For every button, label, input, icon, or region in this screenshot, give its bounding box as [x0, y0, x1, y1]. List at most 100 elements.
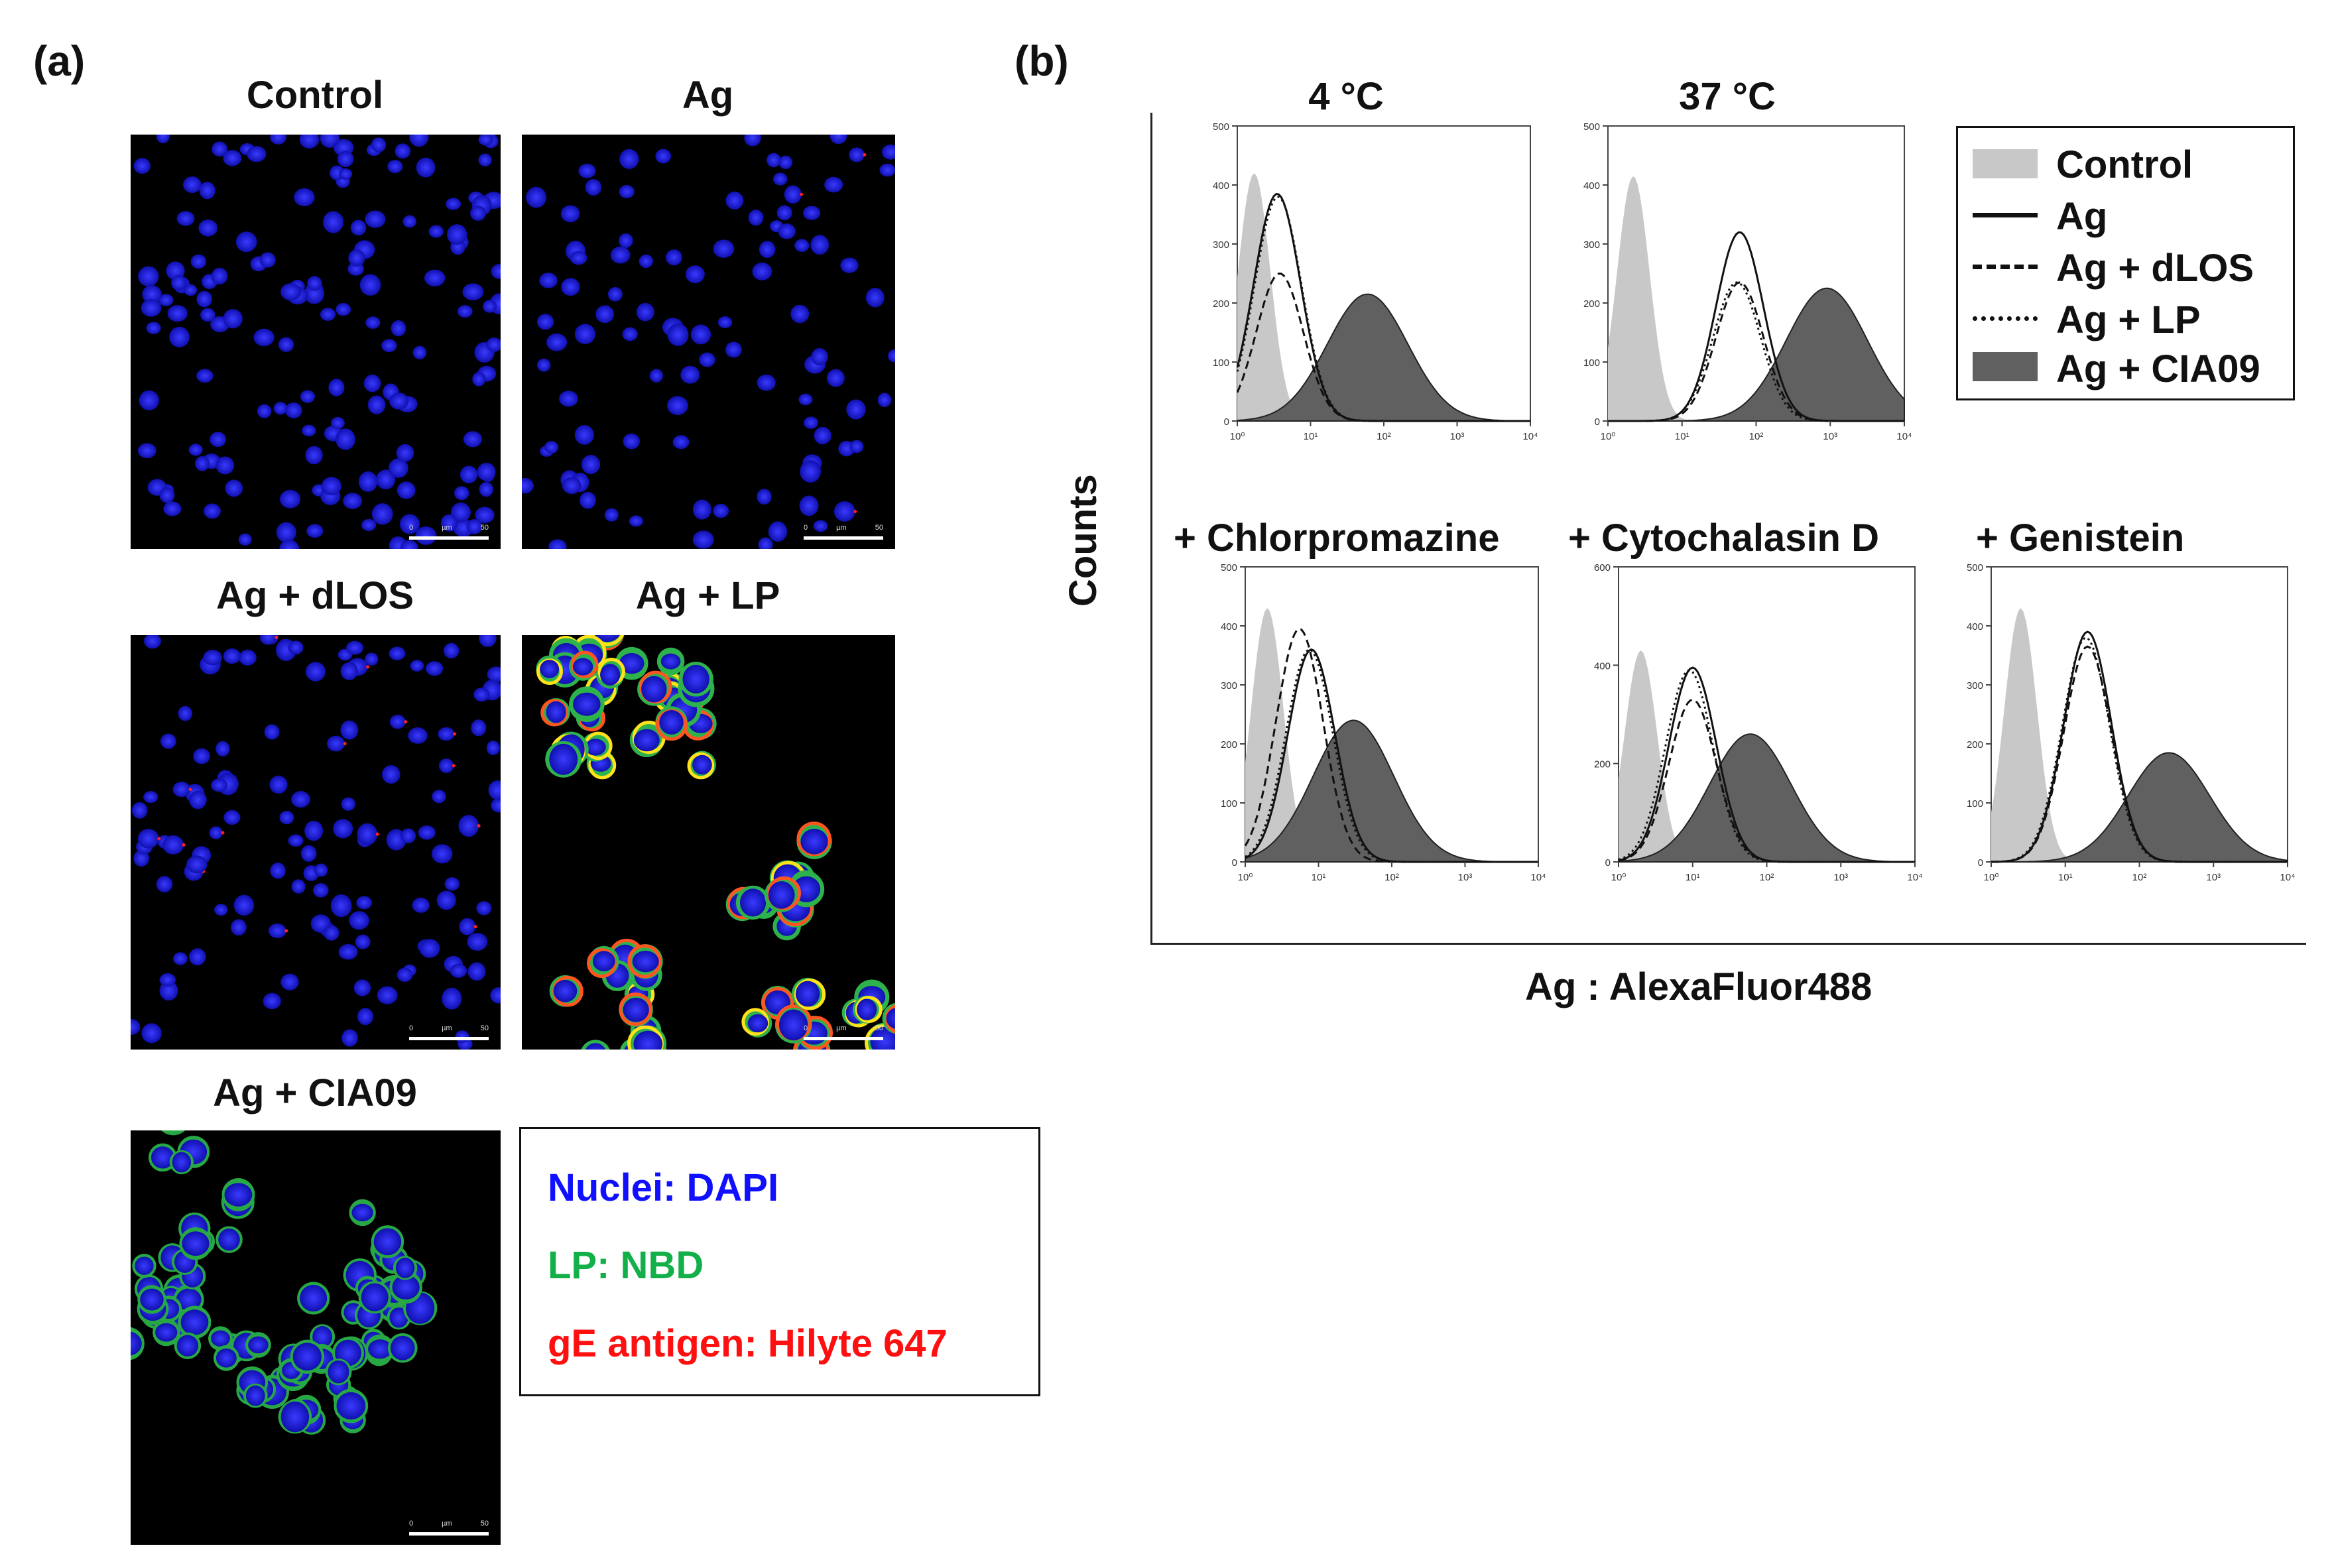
x-tick-label: 10²: [1760, 872, 1774, 883]
micro-title-ag-lp: Ag + LP: [635, 574, 780, 617]
x-tick-label: 10⁴: [2280, 872, 2295, 883]
scale-bar-label: 0: [409, 524, 414, 532]
scale-bar: 0 µm 50: [409, 1024, 489, 1042]
x-tick-label: 10⁰: [1601, 431, 1616, 442]
micro-title-control: Control: [246, 74, 384, 117]
y-tick-label: 400: [1221, 621, 1237, 633]
y-tick-label: 100: [1967, 798, 1983, 810]
y-tick-label: 500: [1213, 121, 1229, 133]
hist-title-chlorpromazine: + Chlorpromazine: [1174, 516, 1500, 560]
y-tick-label: 200: [1221, 739, 1237, 751]
scale-bar-label: µm: [836, 1024, 847, 1032]
scale-bar-label: µm: [442, 1024, 452, 1032]
panel-b-y-label: Counts: [1062, 474, 1105, 607]
stain-legend-dapi: Nuclei: DAPI: [548, 1166, 779, 1209]
x-tick-label: 10⁰: [1984, 872, 1999, 883]
legend-label-ag-lp: Ag + LP: [2056, 298, 2201, 341]
histogram-series-control: [1245, 608, 1538, 862]
x-tick-label: 10²: [1377, 431, 1391, 442]
micrograph-ag: 0 µm 50: [522, 135, 895, 549]
scale-bar: 0 µm 50: [804, 524, 883, 541]
scale-bar-label: µm: [442, 524, 452, 532]
x-tick-label: 10¹: [1675, 431, 1689, 442]
histogram-4c: 0 100 200 300 400 500 10⁰ 10¹ 10² 10³ 10⁴: [1205, 121, 1538, 448]
y-tick-label: 100: [1583, 357, 1600, 369]
y-tick-label: 500: [1221, 562, 1237, 573]
micrograph-ag-dlos: 0 µm 50: [131, 635, 501, 1050]
scale-bar-label: 50: [480, 1520, 489, 1528]
scale-bar-label: 50: [875, 524, 883, 532]
histogram-series-ag-lp: [1991, 636, 2288, 863]
scale-bar: 0 µm 50: [409, 524, 489, 541]
y-tick-label: 0: [1224, 416, 1229, 428]
histogram-series-control: [1991, 608, 2288, 862]
micrograph-ag-lp: 0 µm 50: [522, 635, 895, 1050]
legend-swatch-ag: [1973, 213, 2038, 217]
x-tick-label: 10²: [1384, 872, 1399, 883]
x-tick-label: 10⁰: [1230, 431, 1245, 442]
scale-bar: 0 µm 50: [804, 1024, 883, 1042]
micro-title-ag-cia09: Ag + CIA09: [213, 1071, 417, 1115]
legend-label-control: Control: [2056, 143, 2193, 186]
x-tick-label: 10²: [1749, 431, 1764, 442]
scale-bar-label: 50: [480, 1024, 489, 1032]
histogram-series-control: [1608, 176, 1904, 421]
y-tick-label: 300: [1967, 680, 1983, 692]
y-tick-label: 100: [1213, 357, 1229, 369]
y-tick-label: 300: [1583, 239, 1600, 251]
histogram-series-control: [1619, 650, 1915, 862]
histogram-chlorpromazine: 0 100 200 300 400 500 10⁰ 10¹ 10² 10³ 10⁴: [1213, 562, 1546, 888]
x-tick-label: 10¹: [1312, 872, 1326, 883]
histogram-series-ag-cia09: [1237, 293, 1531, 422]
scale-bar-label: 0: [804, 1024, 808, 1032]
x-tick-label: 10¹: [2058, 872, 2073, 883]
x-tick-label: 10⁴: [1907, 872, 1922, 883]
y-tick-label: 300: [1213, 239, 1229, 251]
x-tick-label: 10³: [1450, 431, 1465, 442]
x-tick-label: 10³: [1458, 872, 1473, 883]
x-tick-label: 10²: [2132, 872, 2147, 883]
legend-label-ag: Ag: [2056, 195, 2108, 238]
x-tick-label: 10³: [2206, 872, 2221, 883]
y-tick-label: 0: [1595, 416, 1600, 428]
scale-bar-label: µm: [442, 1520, 452, 1528]
x-tick-label: 10⁰: [1611, 872, 1627, 883]
hist-title-4c: 4 °C: [1308, 75, 1384, 118]
x-tick-label: 10³: [1823, 431, 1837, 442]
scale-bar-label: 50: [875, 1024, 883, 1032]
histogram-series-ag-dlos: [1618, 698, 1915, 863]
scale-bar-label: 50: [480, 524, 489, 532]
y-tick-label: 500: [1583, 121, 1600, 133]
y-tick-label: 400: [1594, 660, 1611, 672]
y-tick-label: 400: [1213, 180, 1229, 192]
y-tick-label: 600: [1594, 562, 1611, 573]
histogram-genistein: 0 100 200 300 400 500 10⁰ 10¹ 10² 10³ 10⁴: [1959, 562, 2296, 888]
scale-bar-label: µm: [836, 524, 847, 532]
stain-legend-nbd: LP: NBD: [548, 1244, 704, 1287]
y-tick-label: 400: [1583, 180, 1600, 192]
histogram-series-ag-lp: [1608, 281, 1904, 422]
x-tick-label: 10⁰: [1238, 872, 1253, 883]
y-tick-label: 500: [1967, 562, 1983, 573]
histogram-37c: 0 100 200 300 400 500 10⁰ 10¹ 10² 10³ 10⁴: [1576, 121, 1912, 448]
scale-bar-label: 0: [804, 524, 808, 532]
stain-legend-hilyte: gE antigen: Hilyte 647: [548, 1322, 948, 1365]
y-tick-label: 200: [1594, 759, 1611, 770]
histogram-series-ag-lp: [1236, 196, 1530, 422]
y-tick-label: 200: [1213, 298, 1229, 310]
histogram-series-ag-dlos: [1991, 645, 2288, 863]
scale-bar-label: 0: [409, 1024, 414, 1032]
histogram-series-control: [1237, 173, 1530, 421]
legend-swatch-control: [1973, 149, 2038, 178]
micrograph-ag-cia09: 0 µm 50: [131, 1130, 501, 1545]
histogram-series-ag-dlos: [1608, 281, 1904, 422]
y-tick-label: 200: [1583, 298, 1600, 310]
hist-title-genistein: + Genistein: [1976, 516, 2185, 560]
legend-label-ag-cia09: Ag + CIA09: [2056, 347, 2260, 391]
y-tick-label: 0: [1978, 857, 1983, 869]
y-tick-label: 400: [1967, 621, 1983, 633]
panel-b-x-label: Ag : AlexaFluor488: [1525, 965, 1873, 1008]
histogram-legend: Control Ag Ag + dLOS Ag + LP Ag + CIA09: [1956, 126, 2295, 400]
scale-bar: 0 µm 50: [409, 1520, 489, 1537]
legend-label-ag-dlos: Ag + dLOS: [2056, 247, 2254, 290]
